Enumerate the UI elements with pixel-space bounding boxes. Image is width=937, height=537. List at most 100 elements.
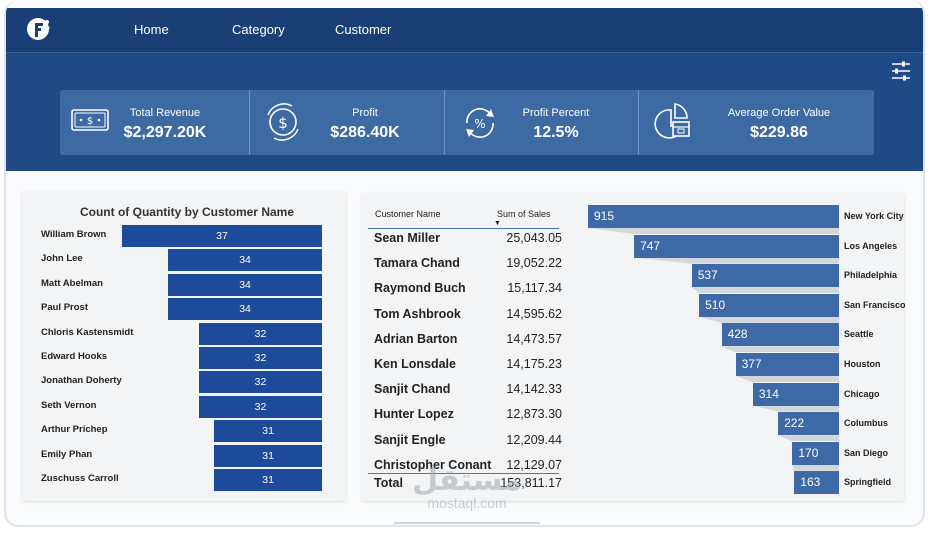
bar-row[interactable]: William Brown 37 xyxy=(22,225,346,247)
funnel-value-label: 915 xyxy=(594,209,615,223)
funnel-bar[interactable]: 170 xyxy=(792,441,839,465)
funnel-value-label: 170 xyxy=(798,445,819,460)
funnel-bar[interactable]: 428 xyxy=(721,323,839,347)
funnel-connector xyxy=(778,435,839,442)
sort-descending-icon[interactable]: ▼ xyxy=(494,220,501,227)
bar-value-label: 31 xyxy=(262,425,274,438)
column-header-sum-of-sales[interactable]: Sum of Sales xyxy=(497,209,551,219)
table-cell-customer[interactable]: Ken Lonsdale xyxy=(374,357,456,371)
table-cell-customer[interactable]: Sean Miller xyxy=(374,231,440,245)
funnel-bar[interactable]: 915 xyxy=(588,205,839,228)
bar-row[interactable]: Emily Phan 31 xyxy=(22,444,346,467)
funnel-city-label: Chicago xyxy=(844,388,880,399)
dollar-coin-cycle-icon: $ xyxy=(267,103,299,141)
bar-row[interactable]: Chloris Kastensmidt 32 xyxy=(22,322,346,345)
funnel-connector xyxy=(792,464,839,471)
funnel-bar[interactable]: 377 xyxy=(735,353,839,376)
funnel-city-label: San Diego xyxy=(844,447,889,458)
kpi-average-order-value[interactable]: Average Order Value $229.86 xyxy=(639,90,874,155)
funnel-value-label: 163 xyxy=(800,475,821,490)
bar-label: John Lee xyxy=(41,253,83,265)
bar[interactable]: 37 xyxy=(122,225,322,247)
table-cell-sales: 15,117.34 xyxy=(507,281,562,296)
bar-row[interactable]: Zuschuss Carroll 31 xyxy=(22,469,346,491)
dashboard-frame: Home Category Customer $ Total Revenue xyxy=(4,0,925,527)
kpi-label: Profit Percent xyxy=(522,107,590,119)
bar-row[interactable]: Arthur Prichep 31 xyxy=(22,420,346,443)
bar[interactable]: 31 xyxy=(214,469,322,491)
funnel-city-label: Springfield xyxy=(844,477,891,488)
funnel-value-label: 377 xyxy=(741,357,762,371)
bar[interactable]: 34 xyxy=(168,249,322,272)
nav-customer[interactable]: Customer xyxy=(335,22,392,37)
table-cell-customer[interactable]: Raymond Buch xyxy=(374,281,466,296)
bar-value-label: 34 xyxy=(239,278,251,291)
bar-row[interactable]: John Lee 34 xyxy=(22,249,346,272)
divider xyxy=(444,90,445,155)
bar-label: Arthur Prichep xyxy=(41,424,108,436)
nav-category[interactable]: Category xyxy=(232,22,285,37)
funnel-bar[interactable]: 163 xyxy=(794,471,839,495)
bar[interactable]: 32 xyxy=(198,395,322,418)
table-cell-customer[interactable]: Tamara Chand xyxy=(374,256,460,271)
funnel-city-label: Los Angeles xyxy=(844,240,898,251)
bar-label: Emily Phan xyxy=(41,448,93,460)
divider xyxy=(249,90,250,155)
bar[interactable]: 34 xyxy=(168,273,322,296)
kpi-value: $286.40K xyxy=(330,124,400,141)
bar-row[interactable]: Jonathan Doherty 32 xyxy=(22,371,346,394)
bar-value-label: 37 xyxy=(216,230,228,242)
table-cell-customer[interactable]: Hunter Lopez xyxy=(374,407,454,422)
watermark-underline xyxy=(394,522,540,524)
bar[interactable]: 31 xyxy=(214,420,322,443)
table-cell-sales: 14,142.33 xyxy=(506,382,562,397)
table-cell-customer[interactable]: Sanjit Chand xyxy=(374,382,451,397)
funnel-connector xyxy=(699,316,839,323)
funnel-value-label: 428 xyxy=(727,327,748,342)
bar-label: Edward Hooks xyxy=(41,351,107,362)
funnel-bar[interactable]: 747 xyxy=(634,234,839,258)
bar-label: Zuschuss Carroll xyxy=(41,473,119,484)
bar-row[interactable]: Edward Hooks 32 xyxy=(22,347,346,369)
bar-row[interactable]: Paul Prost 34 xyxy=(22,298,346,321)
bar[interactable]: 31 xyxy=(214,444,322,467)
bar-value-label: 32 xyxy=(254,376,267,389)
table-cell-sales: 19,052.22 xyxy=(506,256,562,271)
kpi-profit[interactable]: $ Profit $286.40K xyxy=(250,90,443,155)
table-cell-sales: 25,043.05 xyxy=(506,231,562,245)
bar-row[interactable]: Seth Vernon 32 xyxy=(22,395,346,418)
table-cell-customer[interactable]: Tom Ashbrook xyxy=(374,306,461,321)
kpi-profit-percent[interactable]: % Profit Percent 12.5% xyxy=(445,90,637,155)
filter-settings-icon[interactable] xyxy=(890,60,912,82)
brand-logo-icon[interactable] xyxy=(24,15,54,45)
bar[interactable]: 32 xyxy=(198,322,322,345)
bar[interactable]: 32 xyxy=(198,371,322,394)
total-divider xyxy=(368,473,559,474)
table-cell-customer[interactable]: Sanjit Engle xyxy=(374,432,446,447)
bar-value-label: 32 xyxy=(254,327,267,340)
funnel-connector xyxy=(691,287,839,294)
bar[interactable]: 32 xyxy=(198,347,322,369)
column-header-customer-name[interactable]: Customer Name xyxy=(375,209,441,219)
table-cell-customer[interactable]: Christopher Conant xyxy=(374,457,492,472)
bar-value-label: 31 xyxy=(262,449,274,462)
bar-label: Chloris Kastensmidt xyxy=(41,326,134,338)
kpi-total-revenue[interactable]: $ Total Revenue $2,297.20K xyxy=(60,90,248,155)
nav-home[interactable]: Home xyxy=(134,22,169,37)
kpi-label: Profit xyxy=(352,107,378,119)
funnel-bar[interactable]: 537 xyxy=(691,264,839,288)
svg-text:$: $ xyxy=(278,114,288,132)
funnel-bar[interactable]: 510 xyxy=(699,293,839,317)
table-cell-customer[interactable]: Adrian Barton xyxy=(374,331,458,346)
funnel-bar[interactable]: 314 xyxy=(752,382,839,406)
bar-row[interactable]: Matt Abelman 34 xyxy=(22,273,346,296)
bar-value-label: 31 xyxy=(262,474,274,486)
funnel-bar[interactable]: 222 xyxy=(778,412,839,436)
bar-value-label: 34 xyxy=(239,303,251,316)
table-cell-sales: 14,473.57 xyxy=(506,331,562,346)
funnel-value-label: 747 xyxy=(640,238,661,253)
bar-label: Jonathan Doherty xyxy=(41,375,122,387)
kpi-value: $229.86 xyxy=(750,124,808,141)
bar-label: William Brown xyxy=(41,229,107,240)
bar[interactable]: 34 xyxy=(168,298,322,321)
